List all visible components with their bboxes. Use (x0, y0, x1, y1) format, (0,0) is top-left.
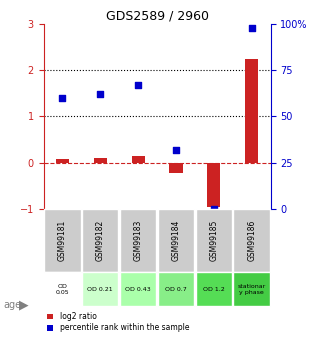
Point (249, 25, 254, 31)
Bar (94, 158, 107, 162)
Bar (56, 159, 69, 162)
FancyBboxPatch shape (44, 272, 81, 306)
FancyBboxPatch shape (196, 272, 232, 306)
Text: stationar
y phase: stationar y phase (238, 284, 266, 295)
Text: OD 0.7: OD 0.7 (165, 287, 187, 292)
FancyBboxPatch shape (196, 209, 232, 272)
Text: ▶: ▶ (19, 299, 28, 312)
FancyBboxPatch shape (158, 272, 194, 306)
Text: GSM99183: GSM99183 (134, 220, 143, 261)
FancyBboxPatch shape (120, 209, 156, 272)
FancyBboxPatch shape (234, 209, 270, 272)
FancyBboxPatch shape (44, 209, 81, 272)
Point (211, 206, 216, 211)
Text: GSM99184: GSM99184 (171, 220, 180, 261)
Text: GSM99185: GSM99185 (209, 220, 218, 261)
Text: OD 0.21: OD 0.21 (87, 287, 113, 292)
Text: GSM99181: GSM99181 (58, 220, 67, 261)
FancyBboxPatch shape (158, 209, 194, 272)
FancyBboxPatch shape (82, 209, 118, 272)
Legend: log2 ratio, percentile rank within the sample: log2 ratio, percentile rank within the s… (47, 312, 189, 333)
Point (60, 95, 65, 101)
Text: GSM99186: GSM99186 (247, 220, 256, 261)
Bar (169, 162, 183, 173)
FancyBboxPatch shape (82, 272, 118, 306)
Text: OD 0.43: OD 0.43 (125, 287, 151, 292)
Text: OD
0.05: OD 0.05 (56, 284, 69, 295)
Bar (207, 162, 220, 207)
Bar (132, 156, 145, 162)
Title: GDS2589 / 2960: GDS2589 / 2960 (105, 10, 209, 23)
Text: age: age (3, 300, 21, 310)
Bar (245, 59, 258, 162)
Point (174, 147, 179, 152)
Text: GSM99182: GSM99182 (96, 220, 105, 261)
FancyBboxPatch shape (234, 272, 270, 306)
Point (98, 91, 103, 97)
Text: OD 1.2: OD 1.2 (203, 287, 225, 292)
FancyBboxPatch shape (120, 272, 156, 306)
Point (136, 82, 141, 88)
